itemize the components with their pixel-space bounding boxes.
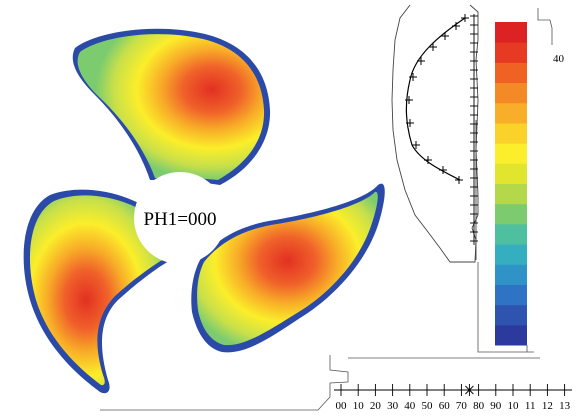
blade-right: [191, 183, 385, 353]
horizontal-axis-label: 90: [490, 400, 502, 412]
colorbar: [495, 22, 527, 346]
horizontal-axis-label: 70: [456, 400, 468, 412]
colorbar-band: [495, 324, 527, 346]
hub-label: PH1=000: [143, 209, 216, 230]
colorbar-band: [495, 143, 527, 164]
horizontal-axis-label: 13: [559, 400, 571, 412]
blade-left: [23, 189, 176, 394]
curve-marker: [461, 14, 469, 22]
blade-right-body: [197, 191, 378, 346]
colorbar-band: [495, 163, 527, 184]
curve-marker: [406, 119, 414, 127]
curve-marker: [441, 32, 449, 40]
colorbar-band: [495, 284, 527, 306]
profile-outline: [391, 4, 479, 263]
horizontal-axis-labels: 00 10 20 30 40 50 60 70 80 90 10 11 12 13: [336, 400, 571, 412]
curve-marker: [412, 141, 420, 149]
horizontal-axis-label: 00: [336, 400, 348, 412]
curve-marker: [417, 57, 425, 65]
horizontal-axis-label: 50: [422, 400, 434, 412]
curve-marker: [424, 156, 432, 164]
horizontal-axis-label: 40: [404, 400, 416, 412]
horizontal-axis-label: 10: [508, 400, 520, 412]
horizontal-axis-label: 11: [525, 400, 536, 412]
frame-lines: [100, 8, 553, 411]
horizontal-axis-label: 12: [542, 400, 553, 412]
blade-left-body: [29, 195, 171, 386]
horizontal-axis-label: 30: [387, 400, 399, 412]
hub-circle: [134, 172, 226, 264]
colorbar-band: [495, 244, 527, 265]
curve-marker: [409, 73, 417, 81]
colorbar-band: [495, 102, 527, 124]
meridional-profile: [391, 4, 479, 263]
blade-line-path: [405, 17, 466, 181]
colorbar-band: [495, 203, 527, 225]
blade-line-curve: [405, 14, 469, 184]
curve-markers: [405, 14, 469, 184]
horizontal-axis-label: 60: [439, 400, 451, 412]
horizontal-axis-label: 20: [370, 400, 382, 412]
curve-marker: [405, 96, 413, 104]
colorbar-band: [495, 304, 527, 326]
colorbar-label: 40: [553, 53, 565, 65]
blade-top-body: [77, 34, 265, 181]
colorbar-band: [495, 183, 527, 205]
colorbar-band: [495, 223, 527, 245]
colorbar-band: [495, 62, 527, 84]
colorbar-band: [495, 122, 527, 144]
blade-top: [72, 28, 271, 185]
curve-marker: [429, 43, 437, 51]
horizontal-axis: [334, 384, 572, 396]
curve-marker: [452, 22, 460, 30]
horizontal-axis-label: 10: [353, 400, 365, 412]
curve-marker: [439, 166, 447, 174]
colorbar-band: [495, 42, 527, 63]
vertical-axis: [470, 14, 478, 245]
curve-marker: [455, 176, 463, 184]
colorbar-band: [495, 264, 527, 285]
current-position-marker: [464, 384, 475, 396]
colorbar-band: [495, 82, 527, 104]
horizontal-axis-label: 80: [473, 400, 485, 412]
colorbar-band: [495, 22, 527, 43]
